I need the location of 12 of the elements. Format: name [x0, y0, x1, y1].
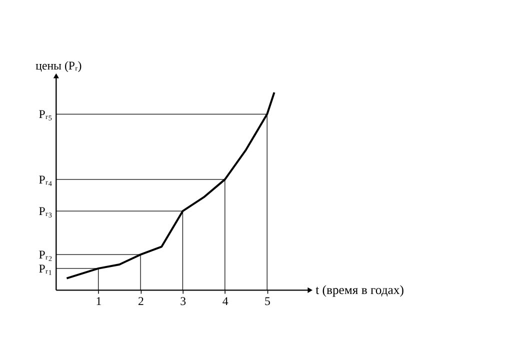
- x-tick-label: 4: [222, 294, 228, 308]
- x-axis-title: t (время в годах): [316, 283, 404, 298]
- series-label: Pᵣ₄: [38, 172, 52, 186]
- series-label: Pᵣ₅: [38, 107, 52, 122]
- series-label: Pᵣ₃: [38, 204, 52, 218]
- x-tick-label: 2: [138, 294, 144, 308]
- series-label: Pᵣ₂: [38, 248, 52, 262]
- x-tick-label: 1: [96, 294, 102, 308]
- series-label: Pᵣ₁: [38, 261, 52, 276]
- x-tick-label: 5: [264, 294, 271, 308]
- x-tick-label: 3: [180, 294, 186, 308]
- y-axis-title: цены (Pᵣ): [36, 58, 82, 72]
